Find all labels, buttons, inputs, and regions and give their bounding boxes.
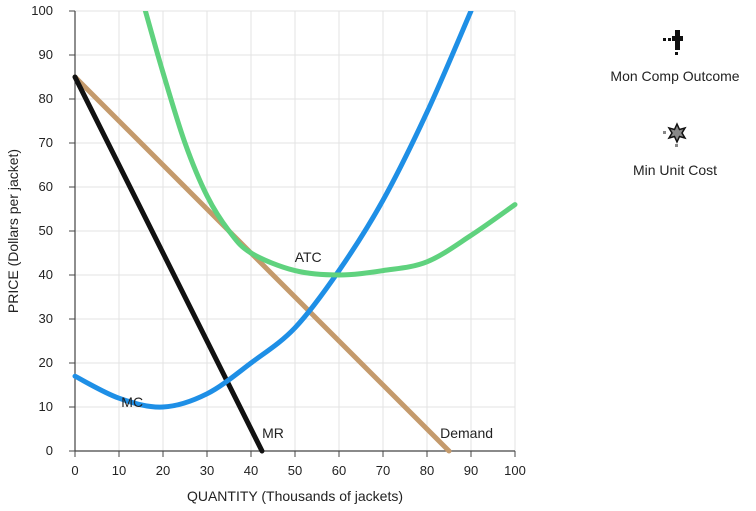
series-line-mc[interactable] [72, 11, 474, 410]
x-tick-label: 50 [288, 463, 302, 478]
x-tick-label: 100 [504, 463, 526, 478]
grid [74, 10, 516, 452]
legend-item-mon-comp-outcome[interactable]: Mon Comp Outcome [590, 28, 756, 84]
chart: 0 10 20 30 40 50 60 70 80 90 100 0 10 20 30 40 50 60 70 80 9… [5, 3, 526, 504]
y-tick-label: 100 [31, 3, 53, 18]
plus-marker-icon [663, 30, 683, 55]
x-axis-label: QUANTITY (Thousands of jackets) [187, 488, 403, 504]
y-tick-label: 60 [39, 179, 53, 194]
curve-label-mr: MR [262, 425, 284, 441]
y-tick-label: 40 [39, 267, 53, 282]
x-tick-label: 10 [112, 463, 126, 478]
x-tick-label: 90 [464, 463, 478, 478]
y-tick-label: 10 [39, 399, 53, 414]
y-tick-label: 80 [39, 91, 53, 106]
y-tick-label: 70 [39, 135, 53, 150]
x-tick-label: 60 [332, 463, 346, 478]
y-tick-label: 30 [39, 311, 53, 326]
x-tick-label: 40 [244, 463, 258, 478]
legend-label: Min Unit Cost [632, 162, 718, 178]
legend-item-min-unit-cost[interactable]: Min Unit Cost [590, 122, 756, 178]
axes [69, 10, 516, 457]
series-lines [72, 11, 518, 454]
x-tick-label: 20 [156, 463, 170, 478]
x-tick-label: 0 [71, 463, 78, 478]
series-line-mr[interactable] [72, 74, 265, 454]
legend-label: Mon Comp Outcome [610, 68, 740, 84]
x-tick-label: 80 [420, 463, 434, 478]
y-tick-label: 0 [46, 443, 53, 458]
curve-label-mc: MC [121, 394, 143, 410]
x-tick-label: 70 [376, 463, 390, 478]
star-marker-icon [663, 122, 687, 147]
y-axis-label: PRICE (Dollars per jacket) [5, 149, 21, 313]
y-tick-label: 90 [39, 47, 53, 62]
y-tick-label: 20 [39, 355, 53, 370]
y-tick-label: 50 [39, 223, 53, 238]
series-line-atc[interactable] [142, 11, 518, 278]
tick-labels: 0 10 20 30 40 50 60 70 80 90 100 0 10 20 30 40 50 60 70 80 9… [31, 3, 526, 478]
x-tick-label: 30 [200, 463, 214, 478]
curve-labels: Demand MR MC ATC [121, 249, 493, 441]
series-line-demand[interactable] [72, 74, 452, 454]
curve-label-demand: Demand [440, 425, 493, 441]
curve-label-atc: ATC [295, 249, 322, 265]
